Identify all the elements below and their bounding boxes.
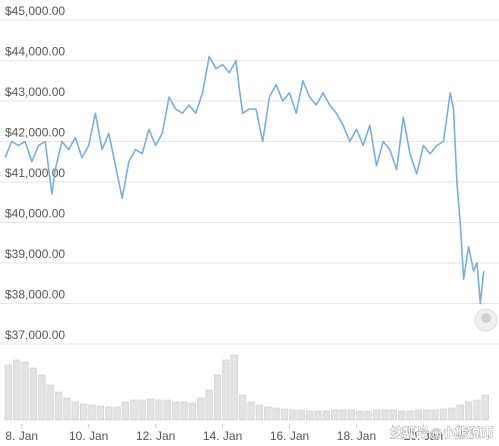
volume-bar (473, 399, 481, 421)
volume-bar (448, 407, 456, 421)
volume-bar (322, 410, 330, 421)
volume-bar (147, 398, 155, 421)
volume-bar (364, 410, 372, 421)
volume-bar (46, 384, 54, 421)
volume-bar (439, 408, 448, 421)
volume-bar (423, 409, 431, 421)
volume-bar (197, 397, 205, 421)
volume-bar (29, 367, 38, 421)
volume-bar (406, 410, 414, 421)
volume-bar (314, 410, 322, 421)
volume-bar (172, 401, 180, 421)
volume-bar (230, 354, 238, 421)
volume-bar (96, 405, 104, 421)
volume-bar (80, 403, 88, 421)
y-tick-label: $39,000.00 (5, 247, 65, 261)
y-tick-label: $45,000.00 (5, 4, 65, 18)
y-tick-label: $43,000.00 (5, 85, 65, 99)
x-tick-label: 8. Jan (5, 429, 38, 443)
volume-bar (121, 401, 130, 421)
volume-bar (4, 364, 12, 421)
x-tick-label: 18. Jan (337, 429, 376, 443)
volume-bar (38, 374, 46, 421)
volume-bar (63, 397, 71, 421)
volume-bar (331, 409, 339, 421)
watermark: 搜狐号@小熊说币 (390, 425, 494, 440)
volume-bar (247, 401, 255, 421)
volume-bar (456, 404, 464, 421)
volume-bar (398, 410, 406, 421)
volume-layer (4, 354, 489, 421)
volume-bar (464, 401, 473, 421)
volume-bar (163, 399, 171, 421)
volume-bar (280, 408, 289, 421)
volume-bar (297, 409, 305, 421)
volume-bar (13, 359, 21, 421)
volume-bar (188, 402, 197, 421)
avatar-icon (474, 308, 498, 332)
volume-bar (138, 399, 146, 421)
x-tick-label: 10. Jan (69, 429, 108, 443)
volume-bar (239, 394, 247, 421)
volume-bar (88, 404, 96, 421)
y-tick-label: $37,000.00 (5, 328, 65, 342)
volume-bar (213, 374, 222, 421)
volume-bar (389, 409, 397, 421)
volume-bar (255, 404, 263, 421)
price-line (4, 55, 485, 305)
price-layer: $37,000.00 $38,000.00 $39,000.00 $40,000.00… (0, 4, 499, 443)
volume-bar (54, 391, 63, 421)
volume-bar (264, 406, 272, 421)
volume-bar (222, 359, 230, 421)
volume-bar (431, 409, 439, 421)
volume-bar (180, 401, 188, 421)
volume-bar (414, 409, 422, 421)
volume-bar (347, 409, 356, 421)
volume-bar (356, 410, 364, 421)
y-tick-label: $44,000.00 (5, 45, 65, 59)
x-tick-label: 16. Jan (270, 429, 309, 443)
volume-bar (339, 409, 347, 421)
volume-bar (113, 406, 121, 421)
volume-bar (21, 361, 29, 421)
volume-bar (289, 409, 297, 421)
y-tick-label: $40,000.00 (5, 207, 65, 221)
volume-bar (272, 407, 280, 421)
volume-bar (130, 399, 138, 421)
volume-bar (71, 401, 79, 421)
x-tick-label: 12. Jan (136, 429, 175, 443)
volume-bar (205, 389, 213, 421)
x-tick-label: 20. Jan (404, 429, 443, 443)
x-tick-label: 14. Jan (203, 429, 242, 443)
volume-bar (381, 409, 389, 421)
volume-bar (481, 394, 489, 421)
volume-bar (105, 406, 113, 421)
y-tick-label: $38,000.00 (5, 288, 65, 302)
volume-bar (306, 410, 314, 421)
volume-bar (155, 399, 163, 421)
y-tick-label: $42,000.00 (5, 126, 65, 140)
volume-bar (372, 409, 381, 421)
